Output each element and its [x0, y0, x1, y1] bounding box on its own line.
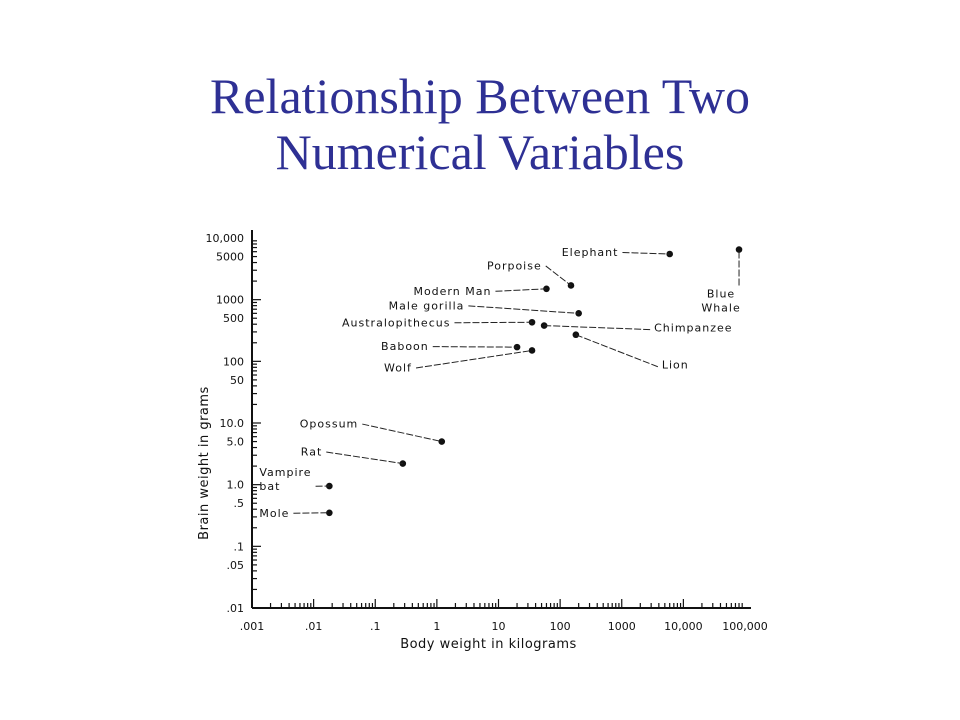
data-point-label-line: Elephant — [562, 246, 619, 259]
data-point-label: Elephant — [562, 246, 619, 259]
data-point-label: Wolf — [384, 361, 412, 374]
x-tick-label: 1000 — [608, 620, 636, 633]
data-point-label: Male gorilla — [389, 299, 465, 312]
data-point-leader-line — [326, 451, 403, 465]
data-point-leader-line — [432, 346, 518, 348]
data-marks: Elephant Blue Whale Porpoise Modern ManMale … — [259, 246, 743, 520]
data-point-group: Porpoise — [487, 259, 575, 289]
data-point-label: Blue Whale — [701, 288, 740, 315]
data-point-label: Porpoise — [487, 259, 542, 272]
data-point-label-line: Chimpanzee — [654, 322, 732, 335]
data-point-group: Baboon — [381, 340, 521, 353]
data-point-label: Rat — [301, 446, 322, 459]
x-tick-label: .001 — [240, 620, 265, 633]
x-tick-label: 1 — [433, 620, 440, 633]
data-point-label-line: Wolf — [384, 361, 412, 374]
data-point-label-line: Male gorilla — [389, 299, 465, 312]
data-point-leader-line — [468, 305, 579, 314]
axes: .001 .01 .1 1 10 100 1000 10,000 100,000 10,000 50… — [206, 230, 768, 633]
data-point-leader-line — [415, 349, 533, 369]
x-tick-label: 10,000 — [664, 620, 703, 633]
y-tick-label: 5.0 — [227, 436, 245, 449]
data-point-group: Lion — [572, 331, 689, 372]
x-tick-label: .1 — [370, 620, 381, 633]
data-point — [326, 509, 333, 517]
data-point-leader-line — [544, 325, 651, 331]
y-tick-label: .5 — [234, 497, 245, 510]
y-tick-label: 1.0 — [227, 479, 245, 492]
data-point-group: Chimpanzee — [540, 322, 732, 335]
data-point-leader-line — [545, 265, 572, 286]
data-point-label-line: Blue — [707, 288, 735, 301]
data-point-label-line: Vampire — [259, 466, 311, 479]
data-point-label-line: Opossum — [300, 418, 359, 431]
y-tick-label: .1 — [234, 540, 245, 553]
x-tick-label: 100 — [550, 620, 571, 633]
data-point-label: Modern Man — [413, 285, 491, 298]
x-tick-label: 10 — [492, 620, 506, 633]
data-point-group: Elephant — [562, 246, 674, 259]
y-tick-label: 100 — [223, 355, 244, 368]
data-point-label-line: Porpoise — [487, 259, 542, 272]
data-point-group: Opossum — [300, 418, 446, 445]
data-point-label: Vampire bat — [259, 466, 311, 493]
data-point-label-line: bat — [259, 480, 280, 493]
data-point-group: Rat — [301, 446, 407, 467]
data-point-label: Australopithecus — [342, 316, 450, 329]
data-point-group: Vampire bat — [259, 466, 333, 493]
y-tick-label: 1000 — [216, 294, 244, 307]
data-point-label-line: Baboon — [381, 340, 429, 353]
data-point-leader-line — [454, 321, 533, 324]
data-point-leader-line — [622, 252, 670, 255]
data-point-group: Modern Man — [413, 285, 550, 298]
data-point — [438, 438, 446, 445]
y-axis-title: Brain weight in grams — [197, 386, 212, 540]
slide-title: Relationship Between Two Numerical Varia… — [0, 68, 960, 180]
y-tick-label: 10,000 — [206, 232, 245, 245]
data-point-group: Wolf — [384, 347, 536, 374]
slide-title-line-2: Numerical Variables — [275, 124, 685, 180]
data-point-group: Mole — [259, 507, 333, 520]
x-tick-label: 100,000 — [722, 620, 768, 633]
data-point-label-line: Rat — [301, 446, 322, 459]
data-point-label: Opossum — [300, 418, 359, 431]
data-point-leader-line — [293, 512, 330, 514]
data-point-label: Lion — [662, 359, 689, 372]
y-tick-label: 5000 — [216, 251, 244, 264]
data-point — [540, 322, 548, 329]
data-point-label-line: Australopithecus — [342, 316, 450, 329]
y-tick-label: .05 — [227, 559, 245, 572]
data-point-label-line: Whale — [701, 302, 740, 315]
data-point-label: Baboon — [381, 340, 429, 353]
data-point-group: Blue Whale — [701, 246, 743, 315]
data-point-label: Mole — [259, 507, 289, 520]
data-point-leader-line — [495, 288, 547, 292]
data-point — [399, 460, 407, 467]
data-point — [326, 482, 333, 490]
x-axis-title: Body weight in kilograms — [400, 637, 577, 652]
data-point-label-line: Lion — [662, 359, 689, 372]
data-point — [572, 331, 580, 339]
data-point-leader-line — [362, 423, 442, 443]
data-point-leader-line — [575, 334, 659, 368]
x-tick-label: .01 — [305, 620, 323, 633]
y-tick-label: 50 — [230, 374, 244, 387]
data-point-label-line: Modern Man — [413, 285, 491, 298]
data-point-label: Chimpanzee — [654, 322, 732, 335]
slide-title-line-1: Relationship Between Two — [210, 68, 750, 124]
data-point-group: Australopithecus — [342, 316, 536, 329]
data-point-group: Male gorilla — [389, 299, 582, 317]
y-tick-label: .01 — [227, 602, 245, 615]
data-point-label-line: Mole — [259, 507, 289, 520]
y-tick-label: 500 — [223, 312, 244, 325]
y-tick-label: 10.0 — [220, 417, 245, 430]
